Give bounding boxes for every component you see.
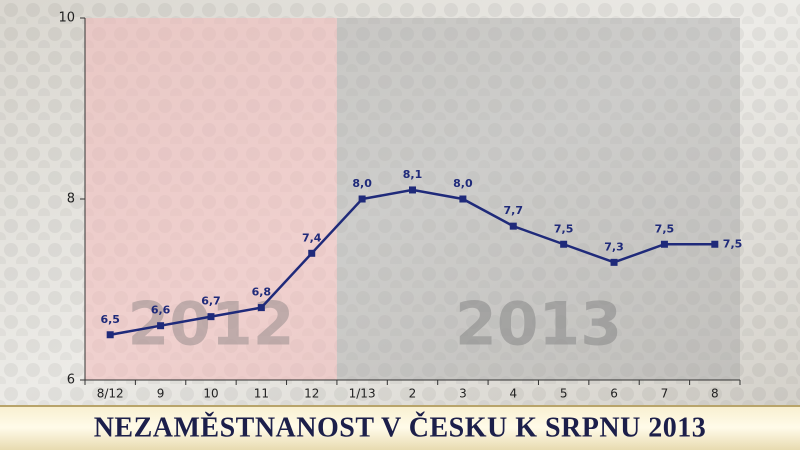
data-point bbox=[257, 304, 265, 312]
y-tick-label: 8 bbox=[67, 192, 75, 207]
value-label: 6,7 bbox=[201, 295, 221, 308]
region-2013 bbox=[336, 18, 740, 380]
value-label: 8,0 bbox=[352, 177, 372, 190]
value-label: 7,5 bbox=[655, 222, 675, 235]
value-label: 7,4 bbox=[302, 231, 322, 244]
value-label: 6,6 bbox=[151, 304, 171, 317]
data-point bbox=[308, 249, 316, 257]
year-label: 2013 bbox=[455, 290, 622, 360]
title-bar bbox=[0, 405, 800, 450]
data-point bbox=[409, 186, 416, 194]
data-point bbox=[207, 313, 215, 321]
value-label: 7,3 bbox=[604, 240, 624, 253]
chart-title: NEZAMĚSTNANOST V ČESKU K SRPNU 2013 bbox=[94, 412, 707, 443]
data-point bbox=[610, 258, 618, 266]
value-label: 7,7 bbox=[504, 204, 524, 217]
x-tick-label: 11 bbox=[254, 387, 269, 401]
data-point bbox=[660, 240, 668, 248]
x-tick-label: 4 bbox=[509, 387, 517, 401]
x-tick-label: 1/13 bbox=[349, 387, 376, 401]
y-tick-label: 10 bbox=[58, 11, 75, 26]
value-label: 7,5 bbox=[554, 222, 574, 235]
x-tick-label: 8 bbox=[711, 387, 719, 401]
x-tick-label: 9 bbox=[157, 387, 165, 401]
value-label: 8,0 bbox=[453, 177, 473, 190]
x-tick-label: 10 bbox=[203, 387, 218, 401]
data-point bbox=[157, 322, 165, 330]
data-point bbox=[459, 195, 467, 203]
y-tick-label: 6 bbox=[67, 373, 75, 388]
value-label: 8,1 bbox=[403, 168, 423, 181]
x-tick-label: 5 bbox=[560, 387, 568, 401]
x-tick-label: 12 bbox=[304, 387, 319, 401]
data-point bbox=[106, 331, 114, 339]
value-label: 6,8 bbox=[252, 286, 272, 299]
data-point bbox=[560, 240, 568, 248]
data-point bbox=[711, 240, 719, 248]
x-tick-label: 6 bbox=[610, 387, 618, 401]
x-tick-label: 7 bbox=[661, 387, 669, 401]
x-tick-label: 2 bbox=[409, 387, 417, 401]
data-point bbox=[358, 195, 366, 203]
data-point bbox=[509, 222, 517, 230]
x-tick-label: 8/12 bbox=[97, 387, 124, 401]
value-label: 7,5 bbox=[723, 237, 743, 250]
x-tick-label: 3 bbox=[459, 387, 467, 401]
value-label: 6,5 bbox=[100, 313, 120, 326]
